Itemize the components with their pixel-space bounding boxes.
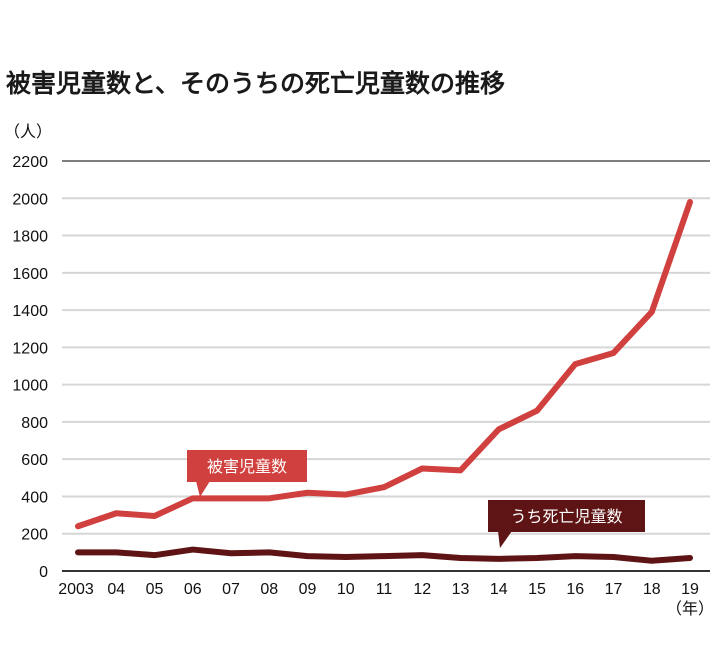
legend-label: うち死亡児童数 — [510, 507, 622, 526]
y-tick-label: 200 — [21, 527, 48, 544]
y-tick-label: 1600 — [12, 266, 48, 283]
legend-label-box — [187, 450, 307, 482]
y-tick-label: 1800 — [12, 229, 48, 246]
y-tick-label: 2000 — [12, 191, 48, 208]
x-tick-label: 09 — [299, 581, 317, 598]
y-tick-label: 2200 — [12, 154, 48, 171]
x-tick-label: 16 — [566, 581, 584, 598]
x-tick-label: 13 — [452, 581, 470, 598]
x-tick-label: 14 — [490, 581, 508, 598]
legend-label: 被害児童数 — [207, 457, 287, 476]
x-tick-label: 10 — [337, 581, 355, 598]
y-axis-label: （人） — [4, 123, 52, 141]
y-tick-label: 1400 — [12, 303, 48, 320]
series-line-1 — [75, 546, 693, 564]
legend-label-box — [488, 500, 645, 532]
legend-pointer — [498, 531, 512, 548]
chart-title: 被害児童数と、そのうちの死亡児童数の推移 — [6, 69, 506, 98]
x-tick-label: 12 — [413, 581, 431, 598]
x-axis-label: （年） — [666, 600, 714, 618]
y-tick-label: 0 — [39, 564, 48, 581]
x-tick-label: 17 — [605, 581, 623, 598]
y-tick-label: 600 — [21, 452, 48, 469]
x-tick-label: 18 — [643, 581, 661, 598]
x-tick-label: 04 — [107, 581, 125, 598]
series-line-0 — [75, 199, 693, 530]
x-tick-label: 06 — [184, 581, 202, 598]
legend-pointer — [196, 481, 210, 497]
x-tick-label: 15 — [528, 581, 546, 598]
x-tick-label: 11 — [376, 581, 393, 598]
x-tick-label: 07 — [222, 581, 240, 598]
x-tick-label: 2003 — [58, 581, 94, 598]
x-tick-label: 05 — [146, 581, 164, 598]
x-tick-label: 19 — [681, 581, 699, 598]
y-tick-label: 1200 — [12, 340, 48, 357]
y-tick-label: 800 — [21, 415, 48, 432]
y-tick-label: 1000 — [12, 378, 48, 395]
x-tick-label: 08 — [260, 581, 278, 598]
y-tick-label: 400 — [21, 489, 48, 506]
